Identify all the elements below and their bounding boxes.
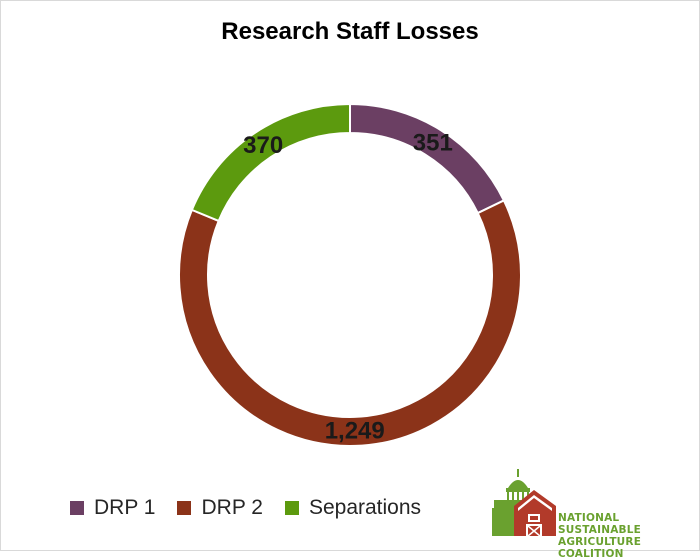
legend-item-separations: Separations (284, 496, 422, 520)
barn-capitol-icon (492, 469, 556, 537)
legend-label: DRP 2 (201, 496, 263, 519)
legend-label: Separations (308, 496, 422, 519)
legend-swatch (284, 501, 299, 515)
nsac-logo: NATIONAL SUSTAINABLE AGRICULTURE COALITI… (488, 466, 698, 560)
donut-slice-separations (190, 102, 351, 223)
logo-line-1: NATIONAL SUSTAINABLE (558, 512, 642, 536)
data-label: 351 (413, 129, 453, 156)
donut-chart: 351 1,249 370 (178, 102, 522, 447)
chart-legend: DRP 1 DRP 2 Separations (70, 496, 421, 520)
legend-swatch (70, 501, 84, 515)
legend-item-drp1: DRP 1 (70, 496, 155, 520)
logo-line-2: AGRICULTURE COALITION (558, 536, 642, 560)
data-label: 370 (243, 132, 283, 159)
legend-item-drp2: DRP 2 (177, 496, 263, 520)
data-label: 1,249 (325, 417, 385, 444)
logo-text: NATIONAL SUSTAINABLE AGRICULTURE COALITI… (558, 512, 698, 560)
donut-slice-drp1 (349, 102, 506, 215)
chart-title: Research Staff Losses (221, 18, 479, 45)
legend-label: DRP 1 (94, 496, 156, 519)
legend-swatch (177, 501, 192, 515)
donut-slice-drp2 (178, 199, 522, 447)
